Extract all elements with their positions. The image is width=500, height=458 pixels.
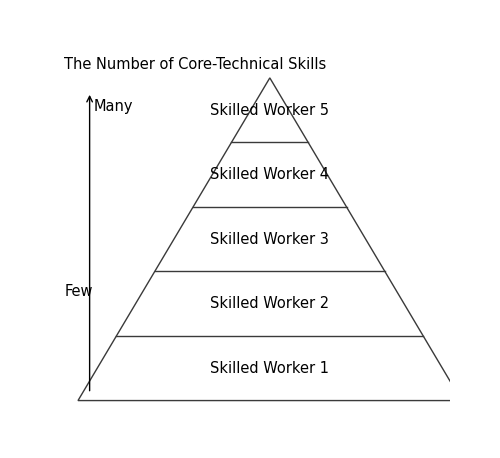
Text: Many: Many [94, 98, 133, 114]
Text: Skilled Worker 5: Skilled Worker 5 [210, 103, 330, 118]
Text: The Number of Core-Technical Skills: The Number of Core-Technical Skills [64, 57, 326, 72]
Text: Skilled Worker 1: Skilled Worker 1 [210, 361, 330, 376]
Text: Skilled Worker 2: Skilled Worker 2 [210, 296, 330, 311]
Text: Skilled Worker 4: Skilled Worker 4 [210, 167, 330, 182]
Text: Few: Few [64, 284, 93, 299]
Text: Skilled Worker 3: Skilled Worker 3 [210, 232, 329, 247]
